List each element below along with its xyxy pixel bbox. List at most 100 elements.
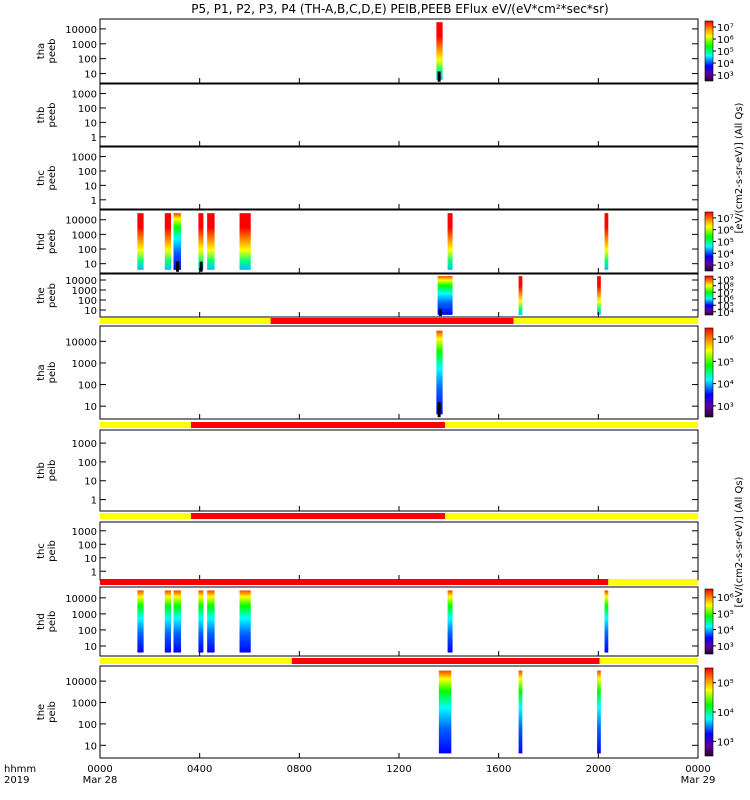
- panel-frame: [99, 18, 699, 84]
- spectrogram-burst: [137, 213, 144, 270]
- y-tick-label: 10: [84, 477, 97, 488]
- spectrogram-burst: [438, 670, 452, 754]
- y-axis-label: tha: [36, 364, 47, 380]
- spectrogram-burst: [239, 590, 251, 653]
- mode-bar-segment: [100, 318, 271, 324]
- colorbar: [704, 588, 714, 655]
- y-tick-label: 10: [84, 181, 97, 192]
- spectrogram-burst: [207, 590, 215, 653]
- spectrogram-spike: [437, 71, 441, 82]
- y-axis-label: peeb: [47, 39, 58, 64]
- panel-frame: [99, 146, 699, 210]
- mode-bar-segment: [190, 513, 446, 519]
- x-tick-label: 0000: [87, 764, 112, 775]
- colorbar-tick-label: 10⁴: [717, 249, 734, 260]
- colorbar: [704, 211, 714, 272]
- y-axis-label: the: [36, 287, 47, 303]
- y-tick-label: 10: [84, 741, 97, 752]
- y-tick-label: 10000: [65, 276, 97, 287]
- y-tick-label: 100: [78, 381, 97, 392]
- spectrogram-burst: [207, 213, 215, 270]
- mode-bar-segment: [100, 579, 609, 585]
- mode-bar-segment: [100, 658, 292, 664]
- spectrogram-burst: [447, 213, 453, 270]
- y-tick-label: 1000: [72, 439, 97, 450]
- spectrogram-burst: [173, 590, 181, 653]
- y-tick-label: 1000: [72, 527, 97, 538]
- panel-frame: [99, 521, 699, 581]
- colorbar-tick-label: 10⁶: [717, 335, 734, 346]
- colorbar-titles: [eV/(cm2-s-sr-eV)] (All Qs) [eV/(cm2-s-sr…: [734, 102, 745, 607]
- colorbar-tick-label: 10⁶: [717, 295, 734, 306]
- spectrogram-burst: [198, 213, 204, 270]
- y-axis-label: tha: [36, 43, 47, 59]
- colorbar-tick-label: 10³: [717, 71, 734, 82]
- spectrogram-spike: [437, 402, 441, 418]
- colorbar: [704, 667, 714, 757]
- panel-thd-peib: 10 100 1000 10000 thd peib 10⁶ 10⁵ 10⁴ 10³: [36, 579, 734, 657]
- colorbar-tick-label: 10⁵: [717, 679, 734, 690]
- y-axis-label: thc: [36, 543, 47, 559]
- colorbar-tick-label: 10⁶: [717, 226, 734, 237]
- y-tick-label: 1: [91, 133, 97, 144]
- y-tick-label: 1: [91, 496, 97, 507]
- y-tick-label: 10000: [65, 594, 97, 605]
- panel-frame: [99, 83, 699, 147]
- panel-the-peib: 10 100 1000 10000 the peib 10⁵ 10⁴ 10³: [36, 658, 734, 759]
- colorbar-tick-label: 10⁵: [717, 47, 734, 58]
- y-axis-label: peib: [47, 611, 58, 633]
- spectrogram-burst: [164, 213, 172, 270]
- y-tick-label: 10: [84, 260, 97, 271]
- colorbar-tick-label: 10⁹: [717, 275, 734, 286]
- y-tick-label: 10: [84, 554, 97, 565]
- y-axis-label: peeb: [47, 103, 58, 128]
- mode-bar-segment: [513, 318, 698, 324]
- y-tick-label: 100: [78, 245, 97, 256]
- spectrogram-burst: [604, 213, 609, 270]
- spectrogram-burst: [173, 213, 181, 270]
- x-tick-label: 1200: [386, 764, 411, 775]
- y-axis-label: thb: [36, 462, 47, 479]
- spectrogram-burst: [164, 590, 172, 653]
- mode-bar-segment: [608, 579, 698, 585]
- colorbar-tick-label: 10⁷: [717, 214, 734, 225]
- y-tick-label: 1000: [72, 699, 97, 710]
- spectrogram-burst: [597, 670, 601, 754]
- y-axis-label: thc: [36, 170, 47, 186]
- spectrogram-burst: [447, 590, 453, 653]
- y-axis-label: peib: [47, 362, 58, 384]
- y-tick-label: 1000: [72, 153, 97, 164]
- mode-bar-segment: [190, 422, 446, 428]
- colorbar-tick-label: 10³: [717, 261, 734, 272]
- colorbar-tick-label: 10⁴: [717, 626, 734, 637]
- colorbar-tick-label: 10⁵: [717, 238, 734, 249]
- spectrogram-spike: [175, 261, 179, 272]
- panel-thb-peeb: 1 10 100 1000 thb peeb: [36, 83, 699, 147]
- y-tick-label: 10000: [65, 25, 97, 36]
- x-axis-label-hhmm: hhmm: [4, 764, 36, 775]
- x-tick-label: 0000: [685, 764, 710, 775]
- y-axis-label: thd: [36, 233, 47, 250]
- mode-bar-segment: [270, 318, 514, 324]
- colorbar-tick-label: 10⁶: [717, 593, 734, 604]
- colorbar: [704, 275, 714, 316]
- y-tick-label: 1000: [72, 40, 97, 51]
- colorbar-tick-label: 10⁵: [717, 301, 734, 312]
- mode-bar-segment: [445, 422, 698, 428]
- colorbar-tick-label: 10⁵: [717, 357, 734, 368]
- spectrogram-burst: [137, 590, 144, 653]
- y-axis-label: peeb: [47, 166, 58, 191]
- y-tick-label: 10000: [65, 677, 97, 688]
- spectrogram-spike: [438, 309, 442, 317]
- spectrogram-spike: [199, 261, 203, 272]
- colorbar-tick-label: 10⁶: [717, 35, 734, 46]
- colorbar-tick-label: 10⁴: [717, 59, 734, 70]
- panel-thc-peib: 1 10 100 1000 thc peib: [36, 513, 699, 581]
- panel-frame: [99, 665, 699, 759]
- colorbar: [704, 327, 714, 418]
- y-tick-label: 10: [84, 642, 97, 653]
- x-tick-label: 0800: [287, 764, 312, 775]
- y-axis-label: thd: [36, 613, 47, 630]
